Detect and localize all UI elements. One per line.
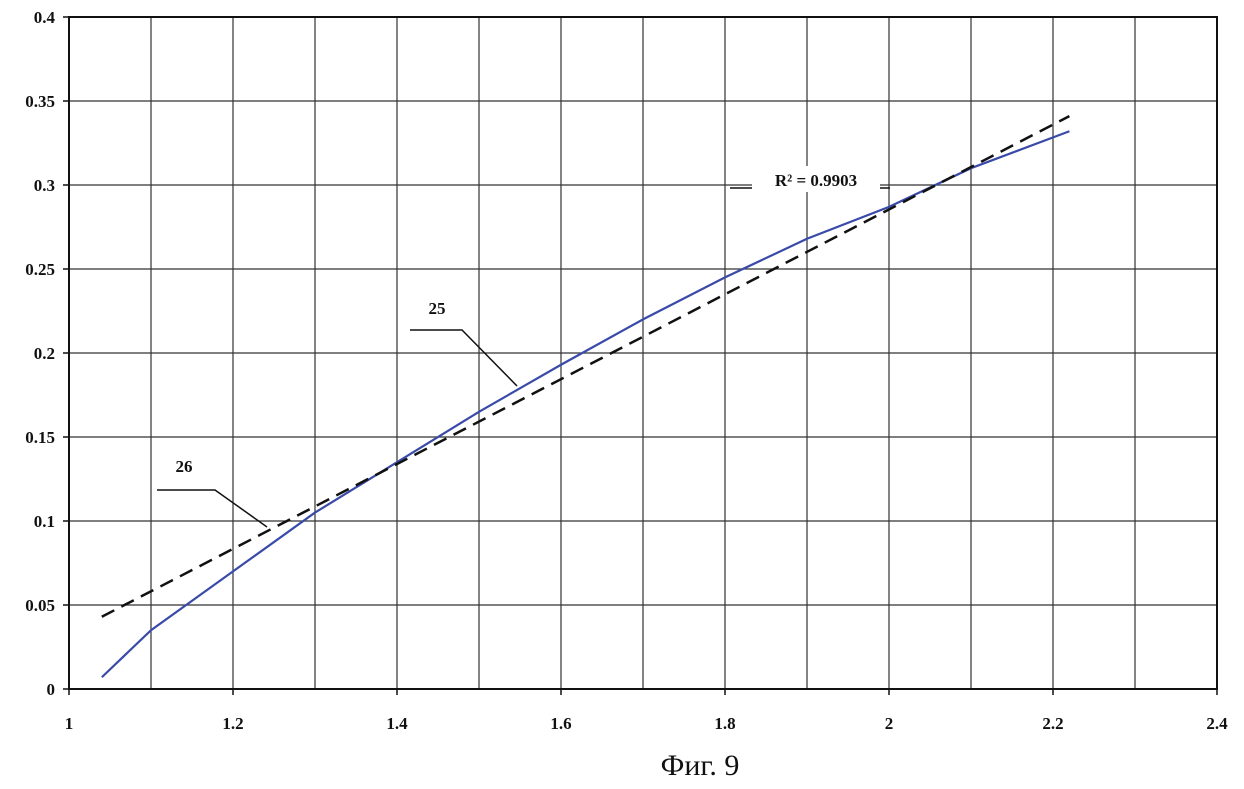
x-tick-label: 1.8 — [714, 714, 735, 733]
r-squared-label: R² = 0.9903 — [775, 171, 857, 190]
y-tick-label: 0.25 — [25, 260, 55, 279]
y-tick-label: 0 — [47, 680, 56, 699]
y-tick-label: 0.05 — [25, 596, 55, 615]
caption: Фиг. 9 — [661, 749, 740, 782]
x-tick-label: 1 — [65, 714, 74, 733]
x-tick-label: 1.2 — [222, 714, 243, 733]
page: {"chart_data": { "type": "line", "captio… — [0, 0, 1244, 784]
y-tick-label: 0.4 — [34, 8, 56, 27]
x-tick-label: 2 — [885, 714, 894, 733]
x-tick-label: 2.2 — [1042, 714, 1063, 733]
data-line — [102, 131, 1070, 677]
y-tick-label: 0.15 — [25, 428, 55, 447]
y-tick-label: 0.3 — [34, 176, 55, 195]
y-tick-label: 0.35 — [25, 92, 55, 111]
x-tick-label: 1.4 — [386, 714, 408, 733]
trend-line — [102, 116, 1070, 617]
x-tick-label: 2.4 — [1206, 714, 1228, 733]
curve-label: 25 — [429, 299, 446, 318]
curve-label: 26 — [176, 457, 193, 476]
leader-line — [410, 330, 517, 386]
chart: Фиг. 9 1 1.2 1.4 1.6 1.8 2 2.2 2.4 0 0.05 0.1 0.15 0… — [0, 0, 1244, 784]
y-tick-label: 0.1 — [34, 512, 55, 531]
x-tick-label: 1.6 — [550, 714, 571, 733]
y-tick-label: 0.2 — [34, 344, 55, 363]
